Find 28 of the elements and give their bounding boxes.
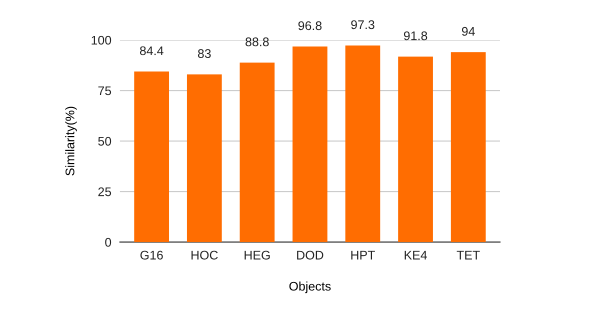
x-tick-label: HPT [351, 250, 375, 260]
data-label: 96.8 [298, 21, 322, 30]
data-label: 97.3 [351, 20, 374, 30]
x-tick-label: KE4 [404, 250, 427, 260]
bar [292, 46, 328, 242]
x-axis-title: Objects [289, 281, 331, 294]
bar [398, 56, 433, 242]
x-tick-label: DOD [297, 250, 324, 260]
data-label: 88.8 [246, 37, 269, 46]
bar [134, 72, 170, 242]
x-tick-label: HOC [192, 250, 218, 260]
y-axis-title: Similarity(%) [65, 106, 77, 176]
x-tick-label: G16 [140, 250, 163, 260]
y-tick-label: 0 [105, 238, 112, 247]
data-label: 83 [198, 49, 211, 58]
bar [240, 62, 275, 242]
bar [450, 52, 486, 242]
y-tick-label: 50 [98, 136, 112, 146]
data-label: 91.8 [404, 31, 428, 40]
y-tick-label: 25 [98, 187, 112, 196]
y-tick-label: 100 [92, 36, 112, 45]
bar [345, 45, 380, 242]
data-label: 84.4 [140, 46, 164, 56]
x-tick-label: HEG [244, 250, 270, 260]
bar [186, 74, 222, 242]
data-label: 94 [462, 26, 475, 36]
x-tick-label: TET [456, 250, 480, 260]
y-tick-label: 75 [98, 86, 112, 96]
